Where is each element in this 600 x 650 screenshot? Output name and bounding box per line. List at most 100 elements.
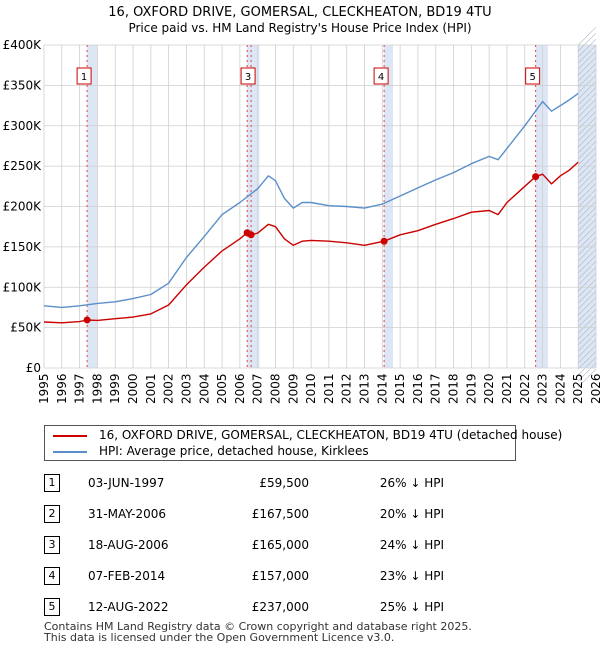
future-hatch [577,104,597,124]
marker-label: 1 [81,72,87,83]
future-hatch [577,80,597,100]
future-hatch [577,302,597,322]
footer: Contains HM Land Registry data © Crown c… [44,621,472,643]
future-hatch [577,350,597,370]
x-tick-label: 2023 [536,373,550,404]
x-tick-label: 2025 [571,373,585,404]
table-row: 5 12-AUG-2022 £237,000 25% ↓ HPI [44,598,564,616]
row-hpi: 23% ↓ HPI [379,569,444,583]
row-price: £59,500 [259,476,309,490]
future-hatch [577,158,597,178]
x-tick-label: 2007 [251,373,265,404]
future-hatch [577,86,597,106]
x-tick-label: 2012 [340,373,354,404]
future-hatch [577,32,597,52]
future-hatch [577,338,597,358]
row-number-badge: 4 [44,567,60,585]
future-hatch [577,170,597,190]
future-hatch [577,362,597,382]
future-hatch [577,44,597,64]
property-price-line [43,161,579,324]
future-hatch [577,62,597,82]
y-tick-label: £50K [10,321,42,335]
future-hatch [577,314,597,334]
future-hatch [577,152,597,172]
row-price: £157,000 [251,569,309,583]
future-hatch [577,200,597,220]
future-hatch [577,266,597,286]
y-tick-label: £250K [3,159,43,173]
y-tick-label: £200K [3,200,43,214]
future-hatch [577,242,597,262]
y-tick-label: £100K [3,280,43,294]
x-tick-label: 1999 [108,373,122,404]
row-price: £165,000 [251,538,309,552]
x-tick-label: 2017 [429,373,443,404]
x-tick-label: 2022 [518,373,532,404]
row-date: 31-MAY-2006 [88,507,167,521]
x-tick-label: 2021 [500,373,514,404]
future-hatch [577,134,597,154]
future-hatch [577,38,597,58]
future-hatch [577,164,597,184]
row-hpi: 25% ↓ HPI [379,600,444,614]
future-hatch [577,260,597,280]
future-hatch [577,206,597,226]
marker-label: 4 [378,72,384,83]
row-date: 18-AUG-2006 [88,538,169,552]
future-hatch [577,176,597,196]
price-chart: 16, OXFORD DRIVE, GOMERSAL, CLECKHEATON,… [3,5,600,404]
footer-licence: This data is licensed under the Open Gov… [44,631,395,644]
legend-property-label: 16, OXFORD DRIVE, GOMERSAL, CLECKHEATON,… [99,428,563,442]
footer-copyright: Contains HM Land Registry data © Crown c… [44,620,472,633]
future-hatch [577,98,597,118]
x-tick-label: 2004 [197,373,211,404]
future-hatch [577,74,597,94]
future-hatch [577,56,597,76]
x-tick-label: 2019 [464,373,478,404]
table-row: 2 31-MAY-2006 £167,500 20% ↓ HPI [44,505,564,523]
x-tick-label: 2018 [447,373,461,404]
x-tick-label: 2015 [393,373,407,404]
future-hatch [577,68,597,88]
row-price: £237,000 [251,600,309,614]
marker-label: 5 [529,72,535,83]
future-hatch [577,182,597,202]
x-tick-label: 2011 [322,373,336,404]
marker-label-box [373,67,389,85]
hpi-line [43,92,579,309]
future-hatch [577,194,597,214]
legend: 16, OXFORD DRIVE, GOMERSAL, CLECKHEATON,… [44,425,562,461]
row-price: £167,500 [251,507,309,521]
x-tick-label: 2014 [375,373,389,404]
future-hatch [577,188,597,208]
x-tick-label: 2010 [304,373,318,404]
x-tick-label: 2005 [215,373,229,404]
row-hpi: 24% ↓ HPI [379,538,444,552]
legend-hpi-label: HPI: Average price, detached house, Kirk… [99,444,369,458]
transaction-point [380,237,388,245]
legend-hpi-swatch [53,450,87,453]
future-hatch [577,26,597,46]
transaction-point [532,173,540,181]
x-tick-label: 2020 [482,373,496,404]
chart-title: 16, OXFORD DRIVE, GOMERSAL, CLECKHEATON,… [108,5,491,20]
future-hatch [577,332,597,352]
row-number-badge: 2 [44,505,60,523]
x-tick-label: 2026 [589,373,600,404]
future-hatch [577,236,597,256]
future-hatch [577,92,597,112]
row-number-badge: 5 [44,598,60,616]
future-hatch [577,308,597,328]
x-tick-label: 2013 [358,373,372,404]
table-row: 1 03-JUN-1997 £59,500 26% ↓ HPI [44,474,564,492]
marker-label: 3 [245,72,251,83]
future-hatch [577,248,597,268]
row-date: 03-JUN-1997 [88,476,165,490]
legend-property: 16, OXFORD DRIVE, GOMERSAL, CLECKHEATON,… [53,427,562,443]
y-tick-label: £300K [3,119,43,133]
future-hatch [577,122,597,142]
table-row: 4 07-FEB-2014 £157,000 23% ↓ HPI [44,567,564,585]
future-hatch [577,230,597,250]
marker-label-box [76,67,92,85]
